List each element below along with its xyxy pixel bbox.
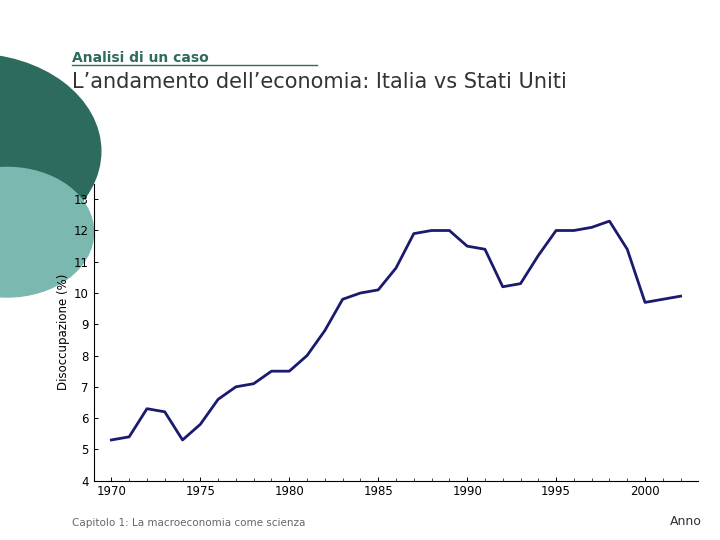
Text: Analisi di un caso: Analisi di un caso [72,51,209,65]
Text: Capitolo 1: La macroeconomia come scienza: Capitolo 1: La macroeconomia come scienz… [72,518,305,528]
Polygon shape [28,511,48,529]
Text: L’andamento dell’economia: Italia vs Stati Uniti: L’andamento dell’economia: Italia vs Sta… [72,72,567,92]
Y-axis label: Disoccupazione (%): Disoccupazione (%) [57,274,70,390]
Text: Anno: Anno [670,515,702,528]
